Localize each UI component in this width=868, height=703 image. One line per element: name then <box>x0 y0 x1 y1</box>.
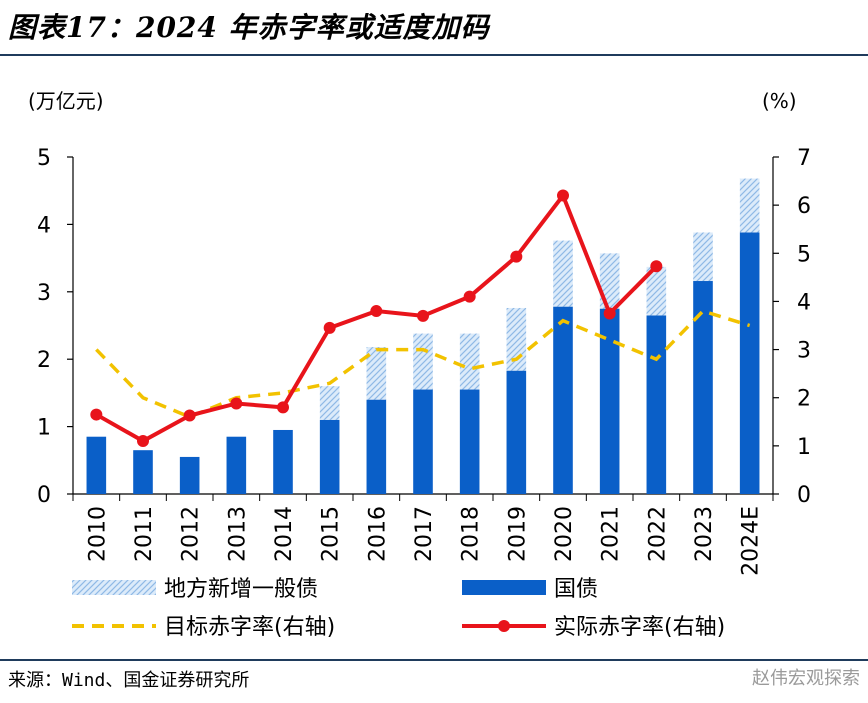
bar-national-debt <box>86 436 107 494</box>
x-tick-label: 2023 <box>692 506 717 562</box>
legend-swatch-local-general-debt <box>72 580 156 595</box>
legend-label: 目标赤字率(右轴) <box>164 615 335 640</box>
bar-national-debt <box>179 456 200 494</box>
left-axis-label: (万亿元) <box>28 89 104 113</box>
bar-local-general-debt <box>739 178 760 233</box>
x-tick-label: 2016 <box>365 506 390 562</box>
bar-local-general-debt <box>506 307 527 371</box>
bar-local-general-debt <box>599 253 620 309</box>
bar-national-debt <box>273 429 293 494</box>
left-tick-label: 4 <box>37 213 51 238</box>
actual-deficit-point <box>137 435 149 448</box>
legend-label: 地方新增一般债 <box>164 577 318 602</box>
source-note: 来源：Wind、国金证券研究所 <box>8 670 250 691</box>
right-tick-label: 2 <box>797 387 811 412</box>
left-tick-label: 3 <box>37 281 51 306</box>
right-tick-label: 3 <box>797 339 811 364</box>
left-tick-label: 1 <box>37 416 51 441</box>
x-tick-label: 2017 <box>412 506 437 562</box>
bar-national-debt <box>413 389 433 494</box>
bar-national-debt <box>459 389 480 494</box>
actual-deficit-point <box>323 321 336 334</box>
left-tick-label: 5 <box>37 146 51 171</box>
title-divider <box>0 54 868 56</box>
actual-deficit-point <box>370 305 383 318</box>
bar-national-debt <box>693 281 713 494</box>
legend-label: 实际赤字率(右轴) <box>554 615 725 640</box>
bar-national-debt <box>553 306 573 494</box>
bar-national-debt <box>133 450 153 494</box>
left-tick-label: 2 <box>37 348 51 373</box>
actual-deficit-point <box>603 307 616 320</box>
watermark: 赵伟宏观探索 <box>752 668 860 689</box>
x-tick-label: 2015 <box>319 506 344 562</box>
right-axis-label: (%) <box>762 89 797 113</box>
x-tick-label: 2013 <box>225 506 250 562</box>
bar-local-general-debt <box>413 333 433 390</box>
actual-deficit-point <box>277 401 289 414</box>
right-tick-label: 4 <box>797 290 811 315</box>
x-tick-label: 2012 <box>179 506 204 562</box>
right-tick-label: 7 <box>797 146 811 171</box>
bar-national-debt <box>599 308 620 494</box>
legend-swatch-national-debt <box>462 580 546 595</box>
x-tick-label: 2011 <box>132 506 157 562</box>
left-tick-label: 0 <box>37 483 51 508</box>
bar-local-general-debt <box>366 347 387 400</box>
actual-deficit-point <box>557 189 569 202</box>
bar-national-debt <box>319 419 340 494</box>
x-tick-label: 2021 <box>599 506 624 562</box>
target-deficit-line <box>95 309 751 419</box>
x-tick-label: 2020 <box>552 506 577 562</box>
x-tick-label: 2022 <box>645 506 670 562</box>
right-tick-label: 1 <box>797 435 811 460</box>
chart-title: 图表17：2024 年赤字率或适度加码 <box>8 11 490 44</box>
right-tick-label: 5 <box>797 242 811 267</box>
actual-deficit-point <box>463 290 476 303</box>
footer-divider <box>0 659 868 661</box>
bar-national-debt <box>739 232 760 494</box>
actual-deficit-point <box>650 260 663 273</box>
x-tick-label: 2019 <box>505 506 530 562</box>
bar-local-general-debt <box>553 240 573 307</box>
legend-label: 国债 <box>554 577 598 602</box>
x-tick-label: 2018 <box>459 506 484 562</box>
actual-deficit-point <box>183 409 196 422</box>
legend-marker-actual-deficit <box>498 620 510 632</box>
right-tick-label: 0 <box>797 483 811 508</box>
x-tick-label: 2024E <box>739 506 764 576</box>
bar-local-general-debt <box>459 333 480 390</box>
bar-national-debt <box>646 315 667 494</box>
bar-local-general-debt <box>693 232 713 282</box>
actual-deficit-point <box>417 309 429 322</box>
actual-deficit-point <box>90 408 103 421</box>
bar-local-general-debt <box>646 266 667 316</box>
actual-deficit-point <box>230 397 243 410</box>
chart-canvas: (万亿元) (%) 0 1 2 3 4 5 0 1 2 3 4 5 6 7 2010 2011 2012 201… <box>28 89 811 640</box>
x-tick-label: 2014 <box>272 506 297 562</box>
bar-national-debt <box>506 370 527 494</box>
bar-national-debt <box>366 399 387 494</box>
x-tick-label: 2010 <box>85 506 110 562</box>
bar-local-general-debt <box>319 386 340 420</box>
bar-national-debt <box>226 436 247 494</box>
right-tick-label: 6 <box>797 194 811 219</box>
actual-deficit-point <box>510 250 523 263</box>
